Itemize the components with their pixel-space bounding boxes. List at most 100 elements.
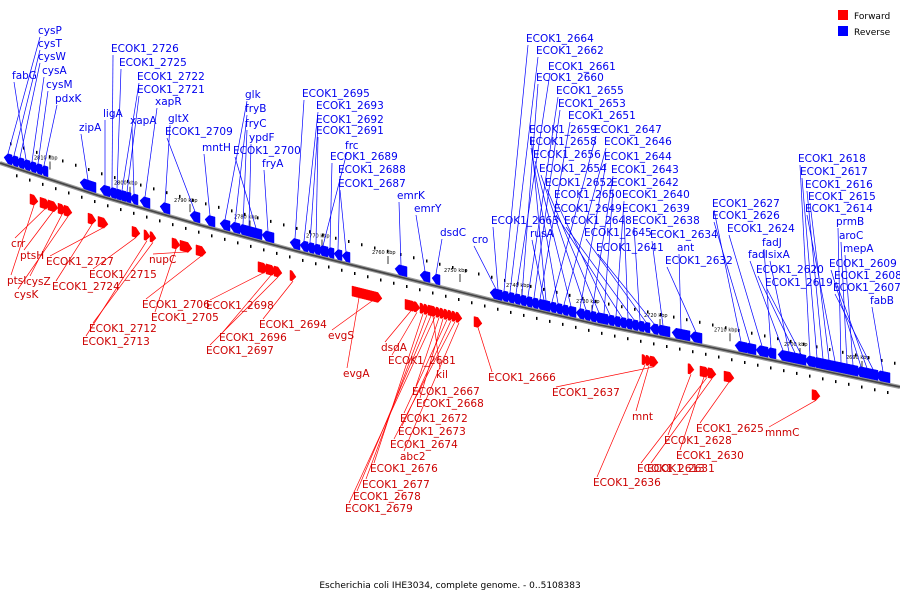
gene-arrow-reverse xyxy=(559,304,569,316)
minor-tick xyxy=(647,310,649,314)
gene-label-reverse: ECOK1_2726 xyxy=(111,43,179,55)
minor-tick xyxy=(816,345,818,349)
gene-arrow-reverse xyxy=(629,319,639,331)
minor-tick xyxy=(601,331,603,335)
leader-line-forward xyxy=(209,272,264,301)
gene-arrow-forward xyxy=(47,199,59,213)
minor-tick xyxy=(835,380,837,384)
leader-line-forward xyxy=(667,374,692,436)
leader-line-reverse xyxy=(242,129,248,225)
gene-arrow-reverse xyxy=(511,293,521,305)
gene-label-reverse: ECOK1_2692 xyxy=(316,114,384,126)
leader-line-reverse xyxy=(801,177,818,358)
gene-arrow-forward xyxy=(649,355,659,368)
gene-arrow-reverse xyxy=(623,318,633,330)
minor-tick xyxy=(666,345,668,348)
leader-line-forward xyxy=(331,300,373,331)
legend-forward-swatch xyxy=(838,10,848,20)
leader-line-forward xyxy=(555,366,655,388)
gene-label-forward: mnmC xyxy=(765,427,799,439)
leader-line-forward xyxy=(403,322,460,452)
gene-label-reverse: ECOK1_2648 xyxy=(564,215,632,227)
minor-tick xyxy=(127,179,129,183)
gene-label-reverse: cro xyxy=(472,234,488,246)
leader-line-reverse xyxy=(31,76,45,162)
gene-label-reverse: rusA xyxy=(530,228,554,240)
minor-tick xyxy=(692,350,694,354)
leader-line-reverse xyxy=(309,125,319,243)
leader-line-reverse xyxy=(294,99,305,239)
leader-line-reverse xyxy=(749,260,784,351)
minor-tick xyxy=(523,313,525,317)
gene-label-reverse: cysT xyxy=(38,38,62,50)
gene-label-reverse: ECOK1_2656 xyxy=(533,149,601,161)
gene-arrow-forward xyxy=(87,212,97,225)
minor-tick xyxy=(114,176,116,180)
minor-tick xyxy=(803,342,805,346)
gene-label-forward: cysZ xyxy=(26,276,51,288)
gene-arrow-reverse xyxy=(189,210,201,224)
gene-arrow-reverse xyxy=(575,308,585,320)
minor-tick xyxy=(731,358,733,362)
gene-label-forward: ECOK1_2727 xyxy=(46,256,114,268)
leader-line-forward xyxy=(403,319,448,414)
gene-arrow-reverse xyxy=(743,342,757,356)
minor-tick xyxy=(445,294,447,298)
minor-tick xyxy=(614,334,616,338)
leader-line-reverse xyxy=(565,226,635,321)
minor-tick xyxy=(36,150,38,154)
minor-tick xyxy=(166,191,168,195)
gene-arrow-reverse xyxy=(539,299,549,312)
leader-line-forward xyxy=(14,208,46,239)
gene-label-reverse: dsdC xyxy=(440,227,466,239)
gene-label-forward: ECOK1_2673 xyxy=(398,426,466,438)
minor-tick xyxy=(107,204,109,208)
scale-label: 2790 kbp xyxy=(174,198,198,204)
gene-label-reverse: ECOK1_2626 xyxy=(712,210,780,222)
leader-line-reverse xyxy=(534,160,572,307)
gene-label-reverse: fadJ xyxy=(762,237,782,249)
leader-line-reverse xyxy=(666,266,697,333)
minor-tick xyxy=(374,246,376,250)
gene-label-reverse: ECOK1_2624 xyxy=(727,223,795,235)
gene-arrow-reverse xyxy=(875,370,891,384)
leader-line-reverse xyxy=(623,214,629,319)
minor-tick xyxy=(809,374,811,378)
gene-arrow-reverse xyxy=(341,251,351,263)
gene-label-reverse: aroC xyxy=(839,230,863,242)
gene-arrow-reverse xyxy=(617,317,627,329)
gene-label-forward: ptsI xyxy=(7,275,26,287)
gene-label-reverse: ECOK1_2640 xyxy=(622,189,690,201)
gene-label-forward: ECOK1_2681 xyxy=(388,355,456,367)
leader-line-reverse xyxy=(585,238,647,323)
leader-line-reverse xyxy=(398,201,402,266)
leader-line-reverse xyxy=(871,306,884,372)
gene-arrow-reverse xyxy=(219,219,231,232)
gene-arrow-reverse xyxy=(611,315,621,328)
gene-label-reverse: zipA xyxy=(79,122,102,134)
gene-label-forward: ECOK1_2715 xyxy=(89,269,157,281)
gene-label-reverse: glk xyxy=(245,89,262,101)
gene-label-reverse: ECOK1_2695 xyxy=(302,88,370,100)
leader-line-reverse xyxy=(757,275,796,354)
minor-tick xyxy=(471,301,473,305)
scale-label: 2690 kbp xyxy=(846,355,870,361)
minor-tick xyxy=(718,355,720,359)
leader-line-reverse xyxy=(164,124,171,203)
gene-arrow-reverse xyxy=(565,305,577,318)
gene-arrow-reverse xyxy=(867,368,879,381)
gene-label-reverse: ECOK1_2627 xyxy=(712,198,780,210)
gene-label-forward: ECOK1_2630 xyxy=(676,450,744,462)
gene-arrow-forward xyxy=(63,204,73,217)
minor-tick xyxy=(387,249,389,253)
gene-arrow-reverse xyxy=(547,301,557,314)
gene-label-forward: ECOK1_2677 xyxy=(362,479,430,491)
minor-tick xyxy=(198,230,200,234)
gene-arrow-reverse xyxy=(289,238,301,251)
leader-line-reverse xyxy=(144,107,158,198)
gene-arrow-reverse xyxy=(204,215,216,228)
gene-arrow-reverse xyxy=(305,242,315,254)
minor-tick xyxy=(575,325,577,329)
minor-tick xyxy=(783,369,785,373)
